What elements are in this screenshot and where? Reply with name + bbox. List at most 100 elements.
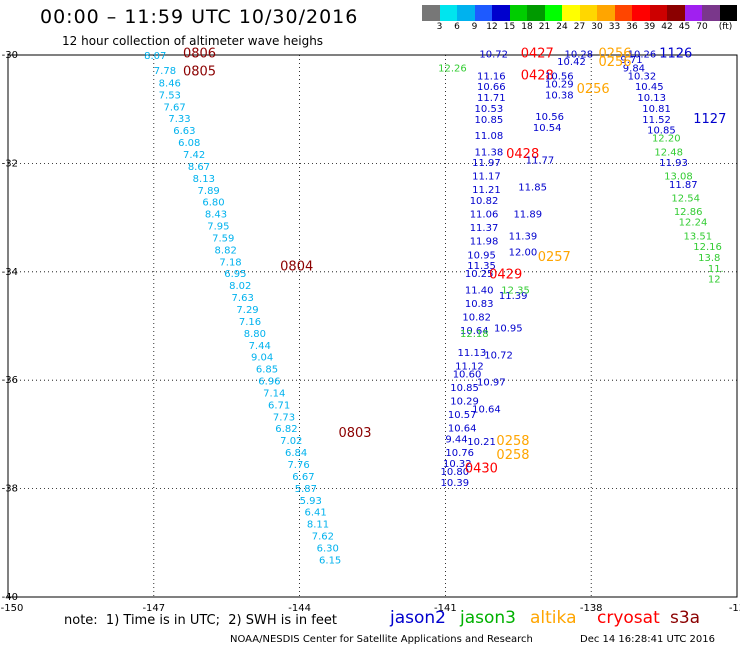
wave-height-value: 11.35 xyxy=(467,261,496,272)
wave-height-value: 10.64 xyxy=(472,405,501,416)
wave-height-value: 10.13 xyxy=(637,93,666,104)
color-bar-label: 70 xyxy=(696,22,708,32)
wave-height-value: 7.16 xyxy=(239,317,261,328)
x-tick-label: -144 xyxy=(288,603,311,614)
wave-height-value: 10.29 xyxy=(545,80,574,91)
wave-height-value: 11.52 xyxy=(642,115,671,126)
wave-height-value: 11.39 xyxy=(509,231,538,242)
pass-time-label: 0804 xyxy=(280,260,313,275)
wave-height-value: 13.8 xyxy=(698,253,720,264)
wave-height-value: 6.82 xyxy=(275,424,297,435)
y-tick-label: -32 xyxy=(2,158,18,169)
wave-height-value: 11.89 xyxy=(513,210,542,221)
y-tick-label: -40 xyxy=(2,592,18,603)
pass-time-label: 1127 xyxy=(693,112,726,127)
x-tick-label: -13 xyxy=(729,603,740,614)
wave-height-value: 10.28 xyxy=(564,50,593,61)
wave-height-value: 12.86 xyxy=(674,207,703,218)
wave-height-value: 12.16 xyxy=(693,242,722,253)
wave-height-value: 10.95 xyxy=(494,323,523,334)
color-swatch xyxy=(702,5,720,21)
y-tick-label: -36 xyxy=(2,375,18,386)
pass-time-label: 0805 xyxy=(183,65,216,80)
wave-height-value: 11.06 xyxy=(470,210,499,221)
wave-height-value: 10.54 xyxy=(533,123,562,134)
wave-height-value: 10.72 xyxy=(479,50,508,61)
wave-height-value: 6.41 xyxy=(304,508,326,519)
wave-height-value: 11.85 xyxy=(518,183,547,194)
x-tick-label: -147 xyxy=(142,603,165,614)
wave-height-value: 10.45 xyxy=(635,82,664,93)
legend-cryosat: cryosat xyxy=(597,608,660,628)
wave-height-value: 7.67 xyxy=(164,102,186,113)
wave-height-value: 11.98 xyxy=(470,237,499,248)
wave-height-value: 11.13 xyxy=(458,348,487,359)
wave-height-value: 10.66 xyxy=(477,82,506,93)
color-bar-label: 6 xyxy=(454,22,460,32)
wave-height-value: 6.63 xyxy=(173,126,195,137)
wave-height-value: 12.18 xyxy=(460,329,489,340)
wave-height-value: 10.72 xyxy=(484,351,513,362)
wave-height-value: 11.21 xyxy=(472,185,501,196)
wave-height-value: 7.44 xyxy=(249,341,271,352)
wave-height-value: 10.97 xyxy=(477,378,506,389)
color-swatch xyxy=(544,5,562,21)
color-bar-label: 21 xyxy=(538,22,551,32)
wave-height-value: 11.87 xyxy=(669,180,698,191)
map-title: 00:00 – 11:59 UTC 10/30/2016 xyxy=(40,6,359,28)
wave-height-value: 8.02 xyxy=(229,281,251,292)
color-swatch xyxy=(474,5,492,21)
y-tick-label: -38 xyxy=(2,484,18,495)
wave-height-value: 9.84 xyxy=(623,63,645,74)
pass-time-label: 0428 xyxy=(506,147,539,162)
wave-height-value: 13.08 xyxy=(664,172,693,183)
y-tick-label: -30 xyxy=(2,50,18,61)
wave-height-value: 6.71 xyxy=(268,400,290,411)
wave-height-value: 12.24 xyxy=(679,218,708,229)
wave-height-value: 7.42 xyxy=(183,150,205,161)
wave-height-value: 5.87 xyxy=(295,484,317,495)
color-swatch xyxy=(684,5,702,21)
wave-height-value: 10.85 xyxy=(475,115,504,126)
x-tick-label: -150 xyxy=(1,603,24,614)
pass-time-label: 0427 xyxy=(521,47,554,62)
pass-time-label: 0430 xyxy=(465,461,498,476)
wave-height-value: 13.51 xyxy=(684,231,713,242)
wave-height-value: 7.73 xyxy=(273,412,295,423)
wave-height-value: 10.29 xyxy=(450,397,479,408)
wave-height-value: 12.20 xyxy=(652,134,681,145)
color-swatch xyxy=(579,5,597,21)
pass-time-label: 0256 xyxy=(598,47,631,62)
wave-height-value: 12.54 xyxy=(671,193,700,204)
wave-height-value: 6.30 xyxy=(317,543,339,554)
wave-height-value: 7.89 xyxy=(198,186,220,197)
wave-height-value: 8.43 xyxy=(205,210,227,221)
wave-height-value: 11.97 xyxy=(472,158,501,169)
pass-time-label: 1126 xyxy=(659,47,692,62)
wave-height-value: 10.21 xyxy=(467,437,496,448)
legend-jason3: jason3 xyxy=(460,608,516,628)
wave-height-value: 8.07 xyxy=(144,51,166,62)
color-bar xyxy=(422,5,737,21)
wave-height-value: 7.33 xyxy=(168,114,190,125)
wave-height-value: 10.85 xyxy=(647,126,676,137)
wave-height-value: 8.11 xyxy=(307,520,329,531)
wave-height-value: 11.08 xyxy=(475,131,504,142)
wave-height-value: 11.38 xyxy=(475,147,504,158)
legend-jason2: jason2 xyxy=(390,608,446,628)
pass-time-label: 0257 xyxy=(538,250,571,265)
wave-height-value: 11.77 xyxy=(526,155,555,166)
color-bar-label: 36 xyxy=(626,22,638,32)
y-tick-label: -34 xyxy=(2,267,18,278)
wave-height-value: 10.42 xyxy=(557,57,586,68)
wave-height-value: 7.63 xyxy=(232,293,254,304)
color-bar-label: 42 xyxy=(661,22,673,32)
wave-height-value: 9.44 xyxy=(445,435,467,446)
wave-height-value: 6.95 xyxy=(224,269,246,280)
wave-height-value: 10.38 xyxy=(545,90,574,101)
color-swatch xyxy=(562,5,580,21)
wave-height-value: 11.17 xyxy=(472,172,501,183)
wave-height-value: 7.62 xyxy=(312,532,334,543)
color-bar-label: (ft) xyxy=(718,22,733,32)
color-bar-label: 27 xyxy=(573,22,586,32)
